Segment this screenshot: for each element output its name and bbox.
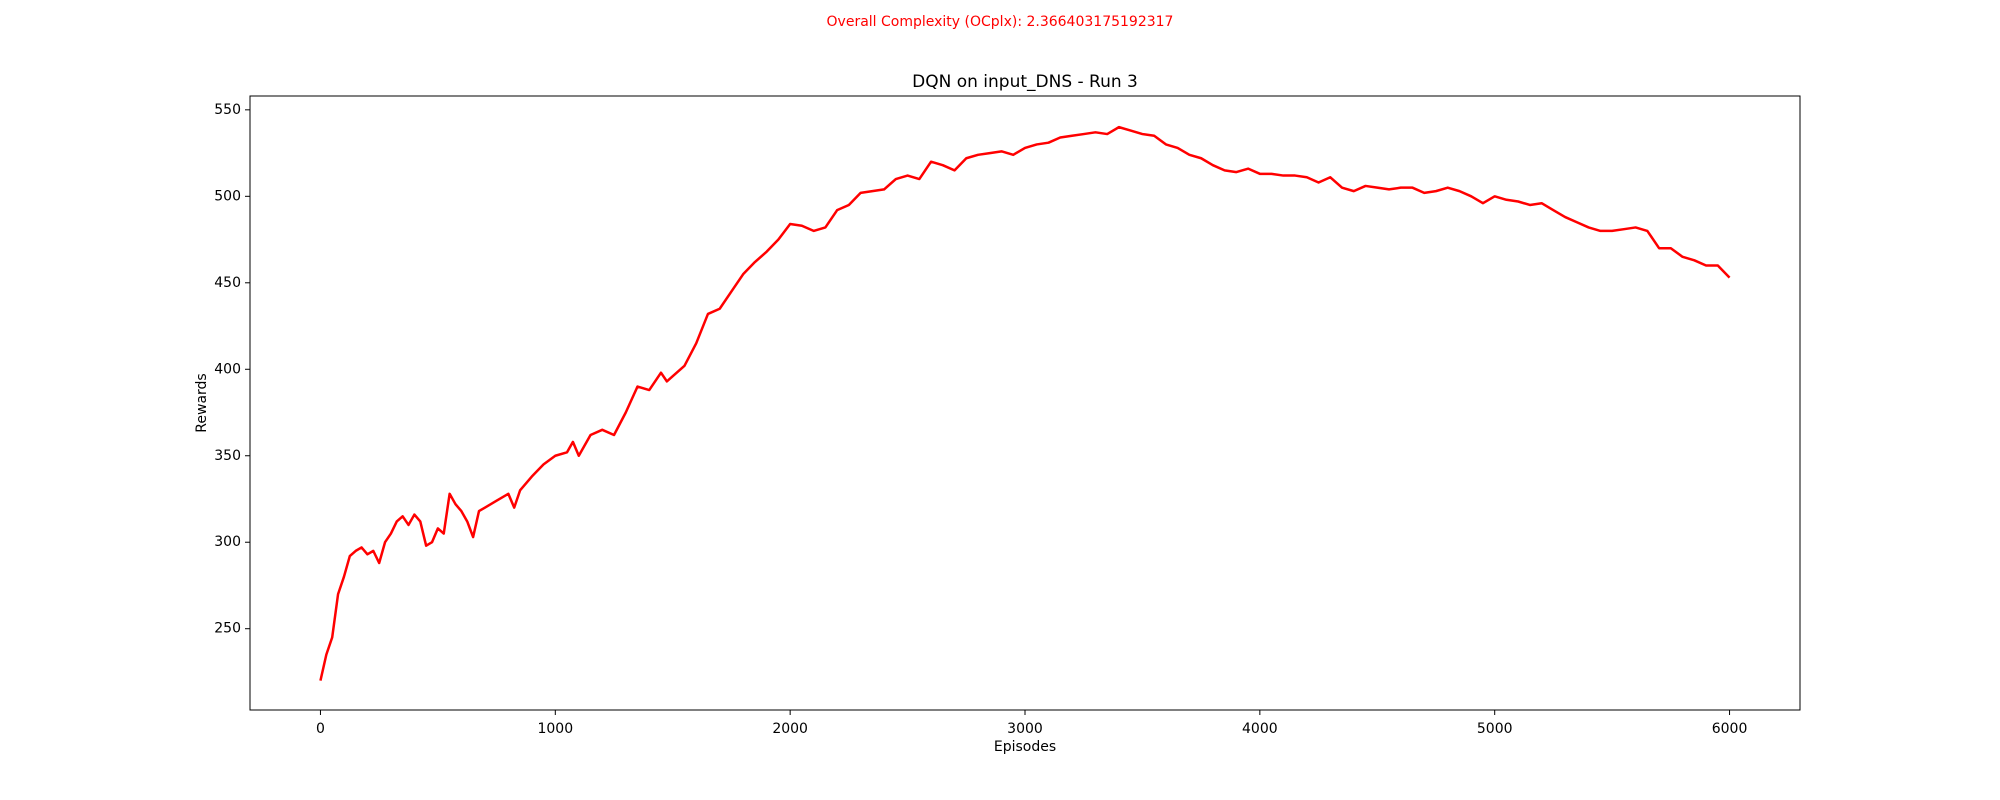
y-axis-label: Rewards [194, 373, 210, 432]
plot-frame [249, 95, 1801, 711]
y-tick-label: 350 [214, 448, 241, 464]
annotation: Overall Complexity (OCplx): 2.3664031751… [827, 14, 1174, 30]
x-tick-label: 1000 [537, 721, 573, 737]
x-tick-label: 0 [316, 721, 325, 737]
y-tick-label: 500 [214, 188, 241, 204]
y-tick-label: 450 [214, 275, 241, 291]
x-tick-label: 4000 [1242, 721, 1278, 737]
y-tick-label: 250 [214, 621, 241, 637]
x-tick-label: 3000 [1007, 721, 1043, 737]
chart-title: DQN on input_DNS - Run 3 [912, 72, 1138, 92]
x-tick-label: 5000 [1477, 721, 1513, 737]
y-tick-label: 550 [214, 102, 241, 118]
reward-line [319, 125, 1731, 681]
y-tick-label: 400 [214, 361, 241, 377]
y-tick-label: 300 [214, 534, 241, 550]
x-tick-label: 2000 [772, 721, 808, 737]
x-axis-label: Episodes [994, 739, 1056, 755]
x-tick-label: 6000 [1712, 721, 1748, 737]
